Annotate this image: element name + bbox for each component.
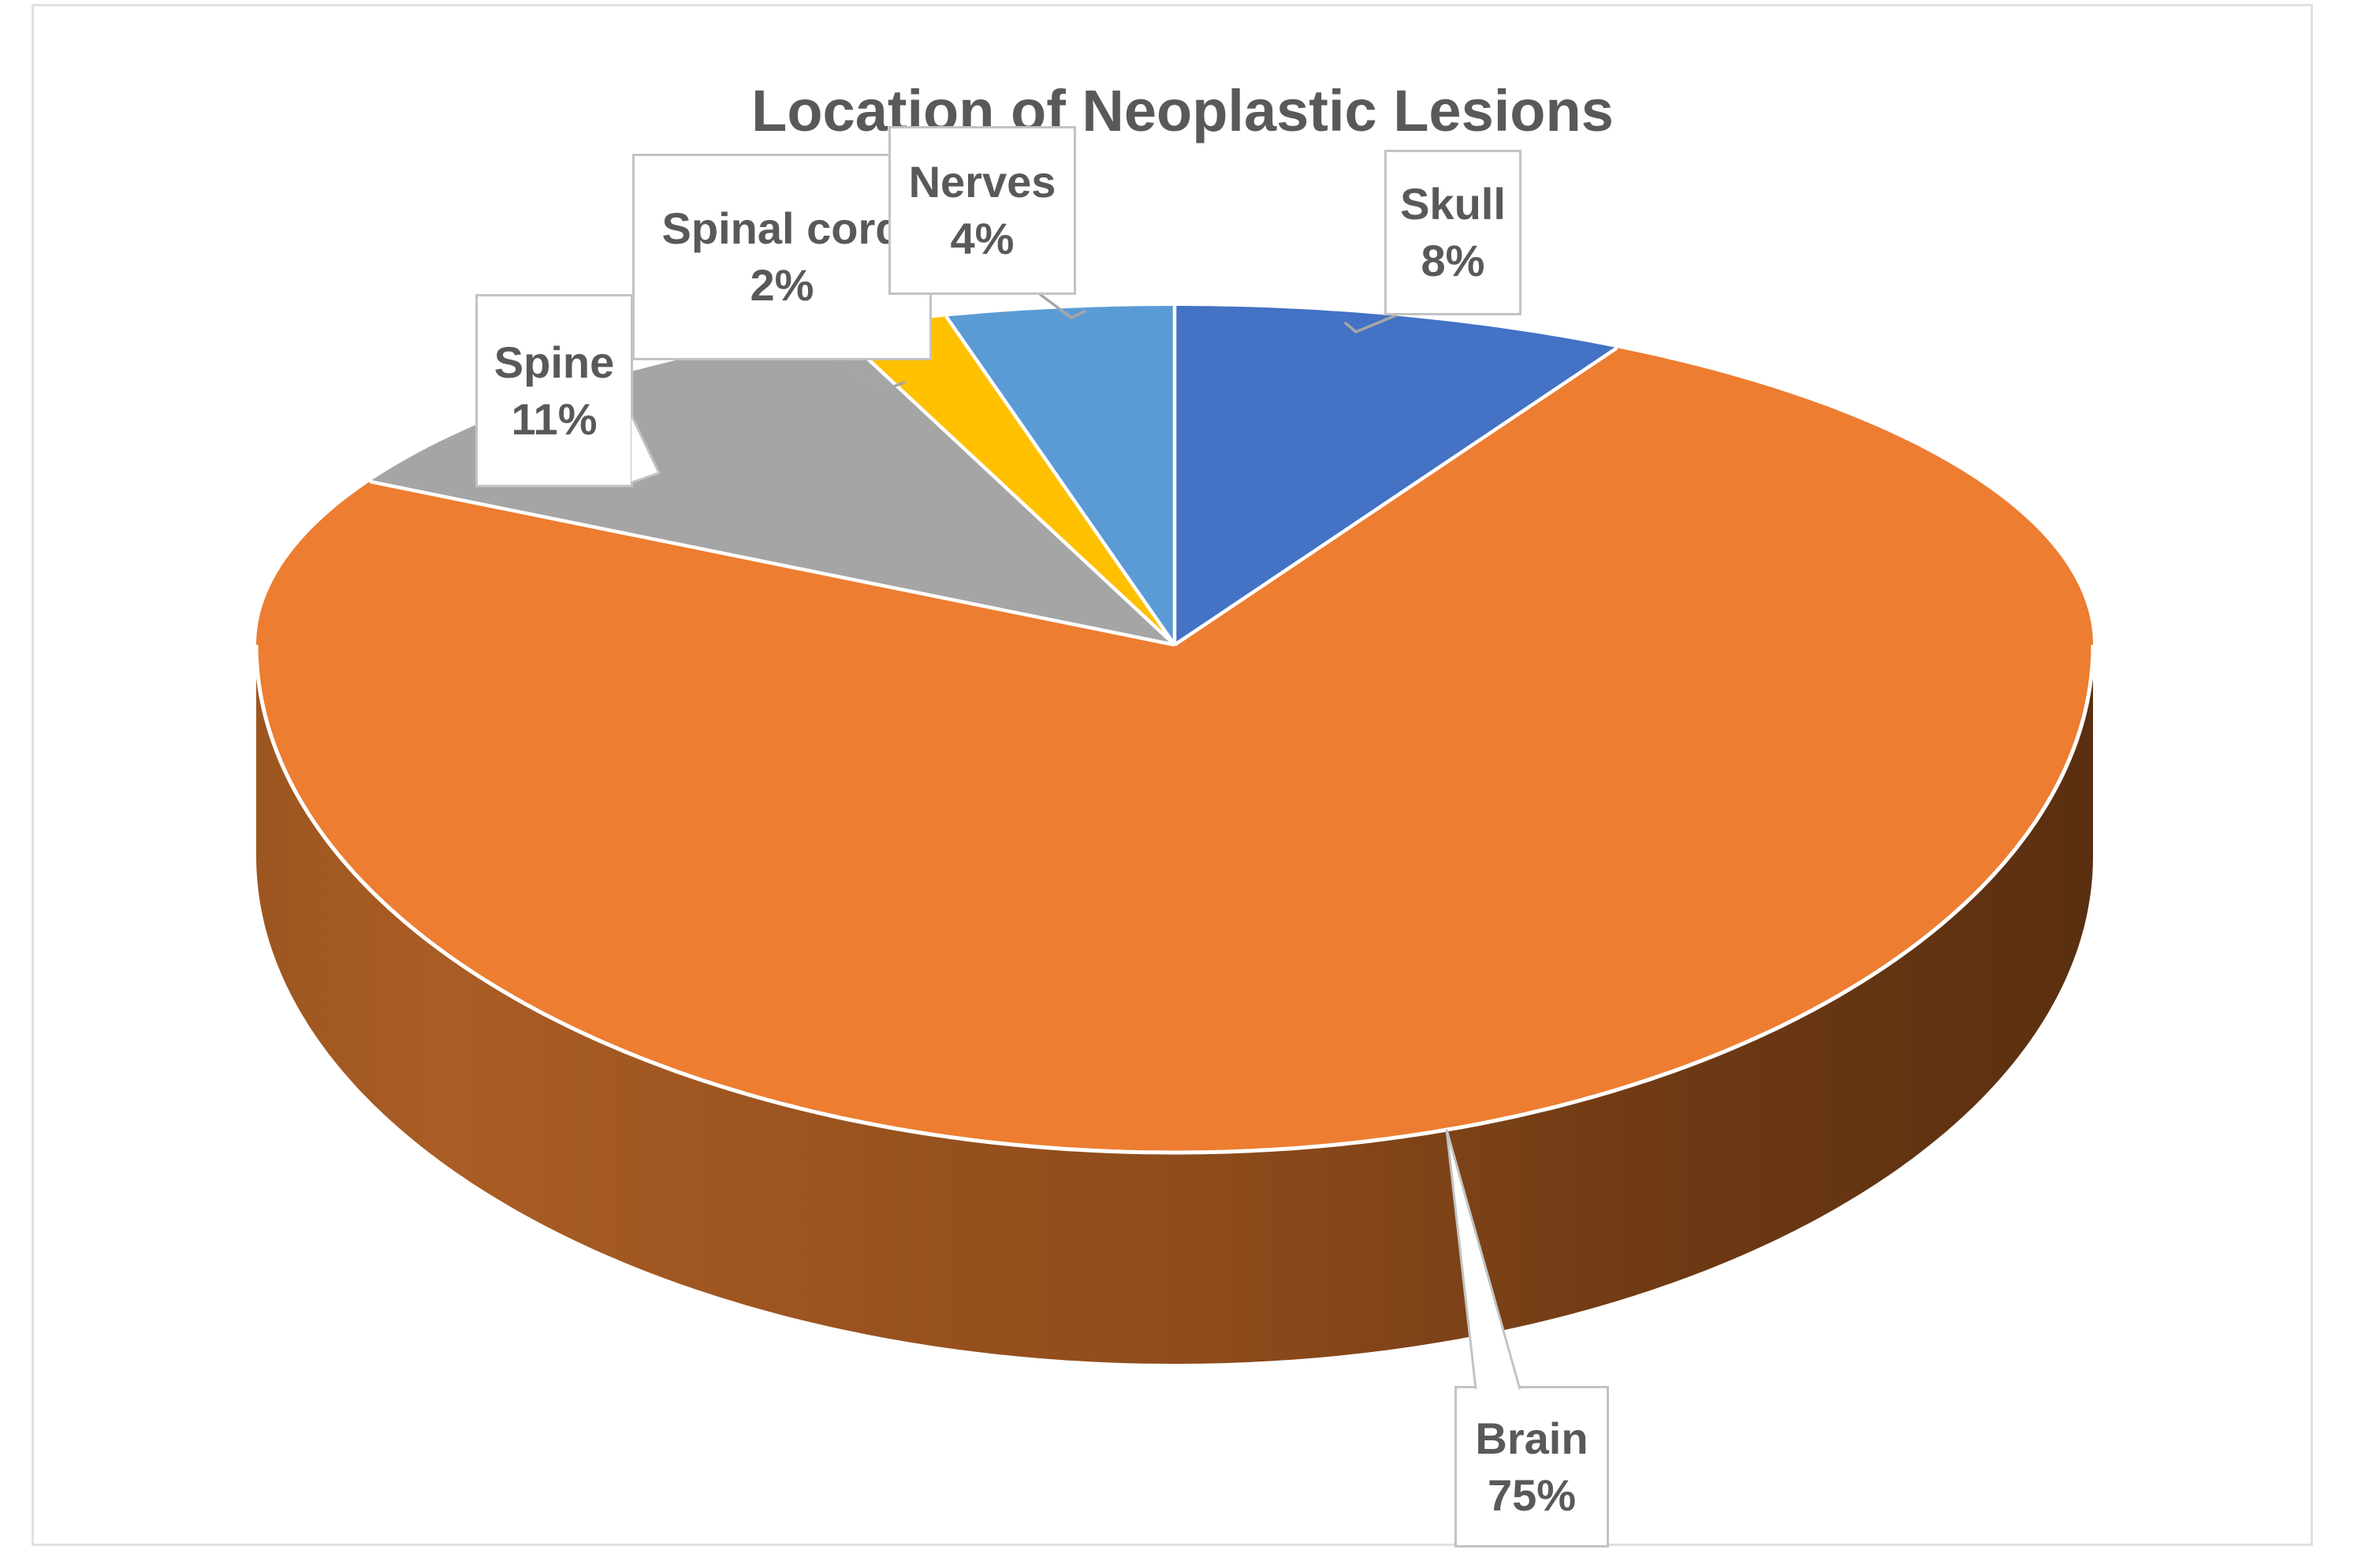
callout-spine[interactable]: Spine 11%: [475, 294, 633, 487]
callout-value-label: 4%: [950, 214, 1015, 263]
callout-category-label: Brain: [1475, 1413, 1588, 1463]
pie-side-wall-brain: [256, 645, 2093, 1364]
leader-nerves: [1039, 293, 1086, 319]
callout-value-label: 75%: [1487, 1469, 1577, 1520]
pie-front-rim-line: [254, 644, 2095, 1155]
callout-category-label: Skull: [1400, 179, 1506, 229]
callout-category-label: Spinal cord: [661, 203, 903, 254]
pie-slices: [256, 306, 2093, 1153]
callout-value-label: 8%: [1421, 236, 1485, 285]
callout-skull[interactable]: Skull 8%: [1384, 150, 1521, 315]
callout-value-label: 2%: [750, 260, 814, 310]
pie-slice-brain[interactable]: [256, 348, 2093, 1153]
callout-spinal-cord[interactable]: Spinal cord 2%: [632, 154, 932, 360]
callout-category-label: Nerves: [908, 157, 1056, 207]
callout-nerves[interactable]: Nerves 4%: [888, 126, 1076, 295]
slice-separator-line: [1173, 346, 1618, 646]
leader-skull: [1344, 314, 1398, 333]
slice-separator-line: [369, 479, 1175, 647]
callout-brain[interactable]: Brain 75%: [1454, 1386, 1609, 1548]
leader-spinal-cord: [834, 359, 906, 391]
slice-separator-line: [944, 315, 1176, 646]
pie-slice-spinal-cord[interactable]: [836, 316, 1175, 646]
chart-frame-border: [32, 4, 2313, 1546]
pie-slice-skull[interactable]: [1175, 306, 1618, 645]
slice-separator-line: [835, 328, 1176, 646]
callout-value-label: 11%: [511, 393, 598, 444]
callout-category-label: Spine: [493, 337, 615, 387]
